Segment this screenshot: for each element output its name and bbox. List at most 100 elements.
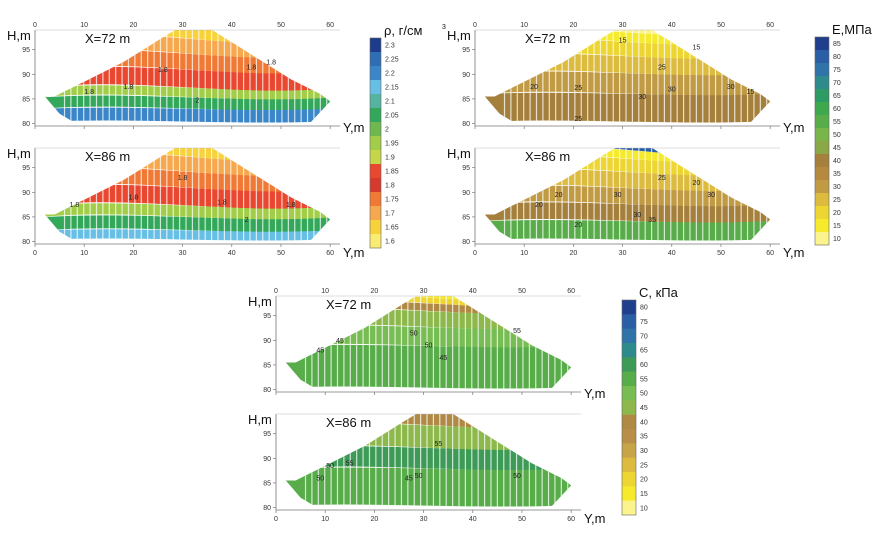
contour-label: 20 [692,180,700,187]
contour-layer [285,308,572,330]
x-tick-label: 10 [80,250,88,257]
colorbar-swatch [622,328,636,344]
colorbar-tick-label: 10 [833,236,841,243]
y-tick-label: 90 [462,72,470,79]
x-tick-label: 20 [129,250,137,257]
y-axis-title: H,m [7,146,31,161]
panel-title: X=86 m [525,149,570,164]
colorbar-tick-label: 2.15 [385,85,399,92]
panel-title: X=86 m [85,149,130,164]
contour-layer [285,414,572,429]
colorbar-swatch [815,63,829,77]
layer-group [285,296,572,389]
x-tick-label: 0 [33,250,37,257]
contour-label: 50 [410,330,418,337]
contour-label: 1.8 [266,59,276,66]
contour-label: 1.8 [124,84,134,91]
contour-label: 20 [574,222,582,229]
x-tick-label: 30 [420,288,428,295]
colorbar-swatch [370,178,381,193]
x-axis-title: Y,m [343,245,364,260]
x-tick-label: 10 [321,288,329,295]
x-axis-title: Y,m [584,511,605,526]
colorbar-tick-label: 35 [833,171,841,178]
colorbar-tick-label: 1.9 [385,155,395,162]
contour-layer [484,168,771,192]
y-tick-label: 90 [263,338,271,345]
colorbar-swatch [370,66,381,81]
x-tick-label: 10 [520,22,528,29]
y-tick-label: 95 [462,165,470,172]
colorbar-tick-label: 75 [640,319,648,326]
colorbar-tick-label: 20 [833,210,841,217]
x-tick-label: 40 [228,22,236,29]
x-tick-label: 40 [469,516,477,523]
y-tick-label: 90 [22,190,30,197]
x-tick-label: 20 [129,22,137,29]
x-tick-label: 60 [766,22,774,29]
contour-label: 30 [633,212,641,219]
colorbar-tick-label: 65 [833,93,841,100]
colorbar-swatch [815,219,829,233]
colorbar-label: ρ, г/см [384,23,422,38]
colorbar-tick-label: 70 [640,333,648,340]
y-tick-label: 85 [462,96,470,103]
colorbar-tick-label: 15 [833,223,841,230]
contour-label: 55 [513,328,521,335]
colorbar-swatch [622,457,636,473]
contour-label: 1.8 [217,200,227,207]
chart-panel: 0 10 20 30 40 50 60 80 85 90 95 H,m Y,m X=86 m 20 20 30 3… [447,146,804,260]
colorbar-tick-label: 1.95 [385,141,399,148]
x-tick-label: 40 [668,22,676,29]
x-tick-label: 50 [518,288,526,295]
x-tick-label: 50 [518,516,526,523]
y-tick-label: 80 [263,387,271,394]
colorbar-tick-label: 20 [640,477,648,484]
contour-label: 30 [614,192,622,199]
x-tick-label: 0 [33,22,37,29]
colorbar-tick-label: 25 [833,197,841,204]
y-tick-label: 80 [22,121,30,128]
contour-label: 45 [336,338,344,345]
colorbar-swatch [370,234,381,249]
contour-label: 50 [316,475,324,482]
x-axis-title: Y,m [783,245,804,260]
chart-panel: 0 10 20 30 40 50 60 80 85 90 95 H,m Y,m X=72 m 15 20 15 2… [447,22,804,135]
colorbar-tick-label: 85 [833,41,841,48]
contour-label: 1.8 [84,89,94,96]
colorbar-swatch [370,108,381,123]
colorbar-swatch [370,192,381,207]
colorbar-tick-label: 25 [640,462,648,469]
colorbar-swatch [815,102,829,116]
contour-label: 15 [692,45,700,52]
contour-label: 55 [434,441,442,448]
colorbar-swatch [370,136,381,151]
x-tick-label: 30 [619,22,627,29]
colorbar-label: С, кПа [639,285,679,300]
x-axis-title: Y,m [783,120,804,135]
colorbar-tick-label: 15 [640,491,648,498]
colorbar-tick-label: 2.2 [385,71,395,78]
contour-label: 25 [658,64,666,71]
contour-label: 30 [707,192,715,199]
y-tick-label: 95 [22,165,30,172]
colorbar-swatch [622,371,636,387]
contour-label: 55 [346,461,354,468]
colorbar: 80 75 70 65 60 55 50 45 40 35 30 25 20 15 10 С, кПа [621,285,679,516]
contour-label: 50 [513,473,521,480]
colorbar-tick-label: 50 [640,391,648,398]
colorbar-swatch [622,486,636,501]
y-axis-title: H,m [248,294,272,309]
x-tick-label: 40 [469,288,477,295]
colorbar-swatch [370,52,381,67]
colorbar-swatch [370,80,381,95]
contour-label: 20 [555,192,563,199]
colorbar-swatch [815,193,829,207]
colorbar-swatch [622,429,636,444]
colorbar-label: E,МПа [832,22,872,37]
x-tick-label: 60 [567,516,575,523]
x-tick-label: 50 [717,250,725,257]
colorbar-swatch [370,220,381,235]
contour-label: 45 [316,348,324,355]
y-tick-label: 90 [22,72,30,79]
